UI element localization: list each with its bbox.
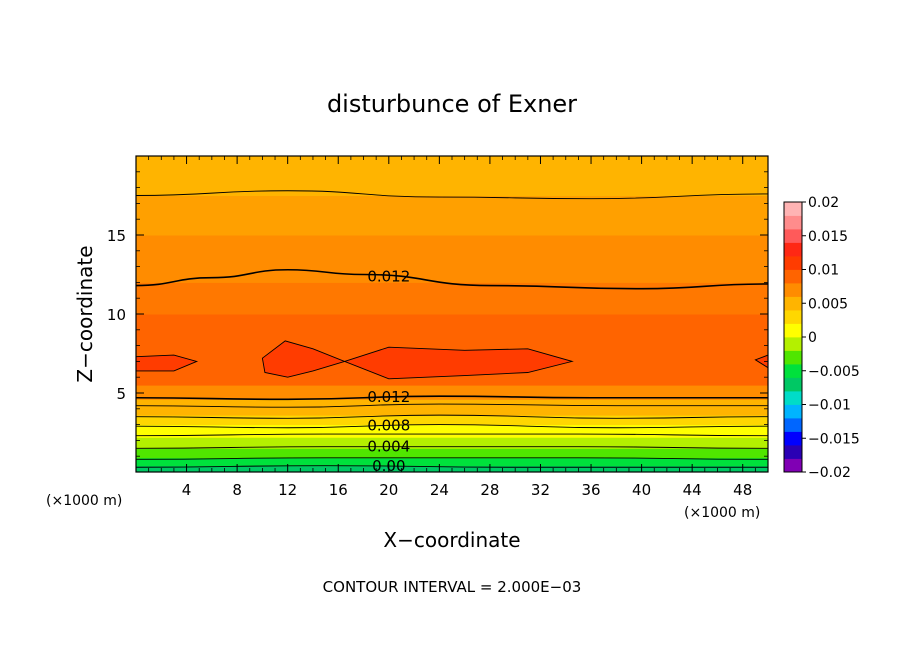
x-tick-label-4: 20 (379, 481, 398, 499)
x-unit-label: (×1000 m) (46, 493, 122, 509)
x-tick-label-3: 16 (329, 481, 348, 499)
contour-line-2 (136, 446, 768, 449)
contour-line-7 (136, 395, 768, 401)
contour-label-4: 0.008 (367, 417, 410, 435)
colorbar-swatch-17 (784, 229, 802, 243)
colorbar-swatch-3 (784, 418, 802, 432)
high-region-13 (755, 355, 768, 368)
fill-band-5 (136, 415, 768, 426)
colorbar-swatch-13 (784, 283, 802, 297)
fill-band-3 (136, 437, 768, 449)
x-tick-label-11: 48 (733, 481, 752, 499)
contour-label-8: 0.012 (367, 268, 410, 286)
colorbar-swatch-7 (784, 364, 802, 378)
contour-line-1 (136, 457, 768, 460)
fill-band-6 (136, 399, 768, 416)
contour-line-6 (136, 403, 768, 408)
colorbar-swatch-4 (784, 404, 802, 419)
contour-line-3 (136, 433, 768, 437)
colorbar-label-5: −0.005 (808, 364, 860, 380)
contour-line-11 (261, 340, 346, 378)
colorbar-swatch-15 (784, 256, 802, 270)
colorbar-swatch-16 (784, 242, 802, 257)
colorbar-swatch-1 (784, 445, 802, 459)
fill-band-7 (136, 385, 768, 400)
fill-band-9 (136, 282, 768, 315)
x-tick-label-10: 44 (683, 481, 702, 499)
colorbar-label-3: 0.005 (808, 296, 848, 312)
high-region-12 (344, 347, 573, 379)
y-axis-label: Z−coordinate (73, 245, 97, 382)
contour-line-0 (136, 465, 768, 468)
fill-band-2 (136, 448, 768, 459)
high-region-10 (136, 355, 197, 371)
x-tick-label-9: 40 (632, 481, 651, 499)
contour-lines (136, 190, 768, 468)
colorbar-label-1: 0.015 (808, 229, 848, 245)
contour-label-7: 0.012 (367, 388, 410, 406)
x-tick-label-1: 8 (232, 481, 242, 499)
contour-line-13 (754, 354, 768, 369)
fill-band-11 (136, 195, 768, 236)
colorbar-label-4: 0 (808, 330, 817, 346)
x-tick-label-8: 36 (581, 481, 600, 499)
contour-line-8 (136, 268, 768, 290)
colorbar-swatch-18 (784, 215, 802, 230)
colorbar-label-6: −0.01 (808, 398, 851, 414)
colorbar-swatch-9 (784, 337, 802, 351)
colorbar-swatch-6 (784, 377, 802, 392)
x-tick-label-5: 24 (430, 481, 449, 499)
colorbar-swatch-0 (784, 458, 802, 473)
colorbar-swatch-2 (784, 431, 802, 446)
contour-interval-note: CONTOUR INTERVAL = 2.000E−03 (323, 578, 582, 596)
colorbar-swatch-10 (784, 323, 802, 338)
colorbar-swatch-12 (784, 296, 802, 311)
y-tick-label-2: 15 (107, 227, 126, 245)
fill-band-4 (136, 424, 768, 438)
contour-label-2: 0.004 (367, 438, 410, 456)
contour-line-5 (136, 414, 768, 419)
fill-band-12 (136, 156, 768, 196)
x-tick-label-0: 4 (182, 481, 192, 499)
y-tick-label-1: 10 (107, 306, 126, 324)
x-axis-ticks: 4 8 12 16 20 24 28 32 36 40 44 48 (148, 156, 756, 499)
colorbar-label-0: 0.02 (808, 195, 839, 211)
colorbar-swatch-5 (784, 391, 802, 405)
colorbar-swatch-14 (784, 269, 802, 284)
colorbar-swatch-19 (784, 202, 802, 216)
contour-line-4 (136, 424, 768, 429)
x-axis-label: X−coordinate (383, 528, 520, 552)
x-tick-label-2: 12 (278, 481, 297, 499)
fill-band-10 (136, 235, 768, 283)
colorbar-label-7: −0.015 (808, 431, 860, 447)
colorbar-swatch-8 (784, 350, 802, 365)
y-tick-label-0: 5 (116, 385, 126, 403)
colorbar-label-2: 0.01 (808, 263, 839, 279)
contour-line-9 (136, 190, 768, 200)
fill-band-1 (136, 457, 768, 467)
y-axis-ticks: 5 10 15 (107, 171, 768, 457)
contour-line-10 (136, 354, 199, 372)
y-unit-label: (×1000 m) (684, 505, 760, 521)
colorbar-swatch-11 (784, 310, 802, 324)
x-tick-label-6: 28 (480, 481, 499, 499)
chart-title: disturbunce of Exner (327, 90, 577, 118)
high-region-11 (262, 340, 345, 378)
x-tick-label-7: 32 (531, 481, 550, 499)
contour-line-12 (343, 346, 574, 380)
colorbar-label-8: −0.02 (808, 465, 851, 481)
colorbar: 0.02 0.015 0.01 0.005 0 −0.005 −0.01 −0.015 −0.0… (783, 195, 860, 481)
